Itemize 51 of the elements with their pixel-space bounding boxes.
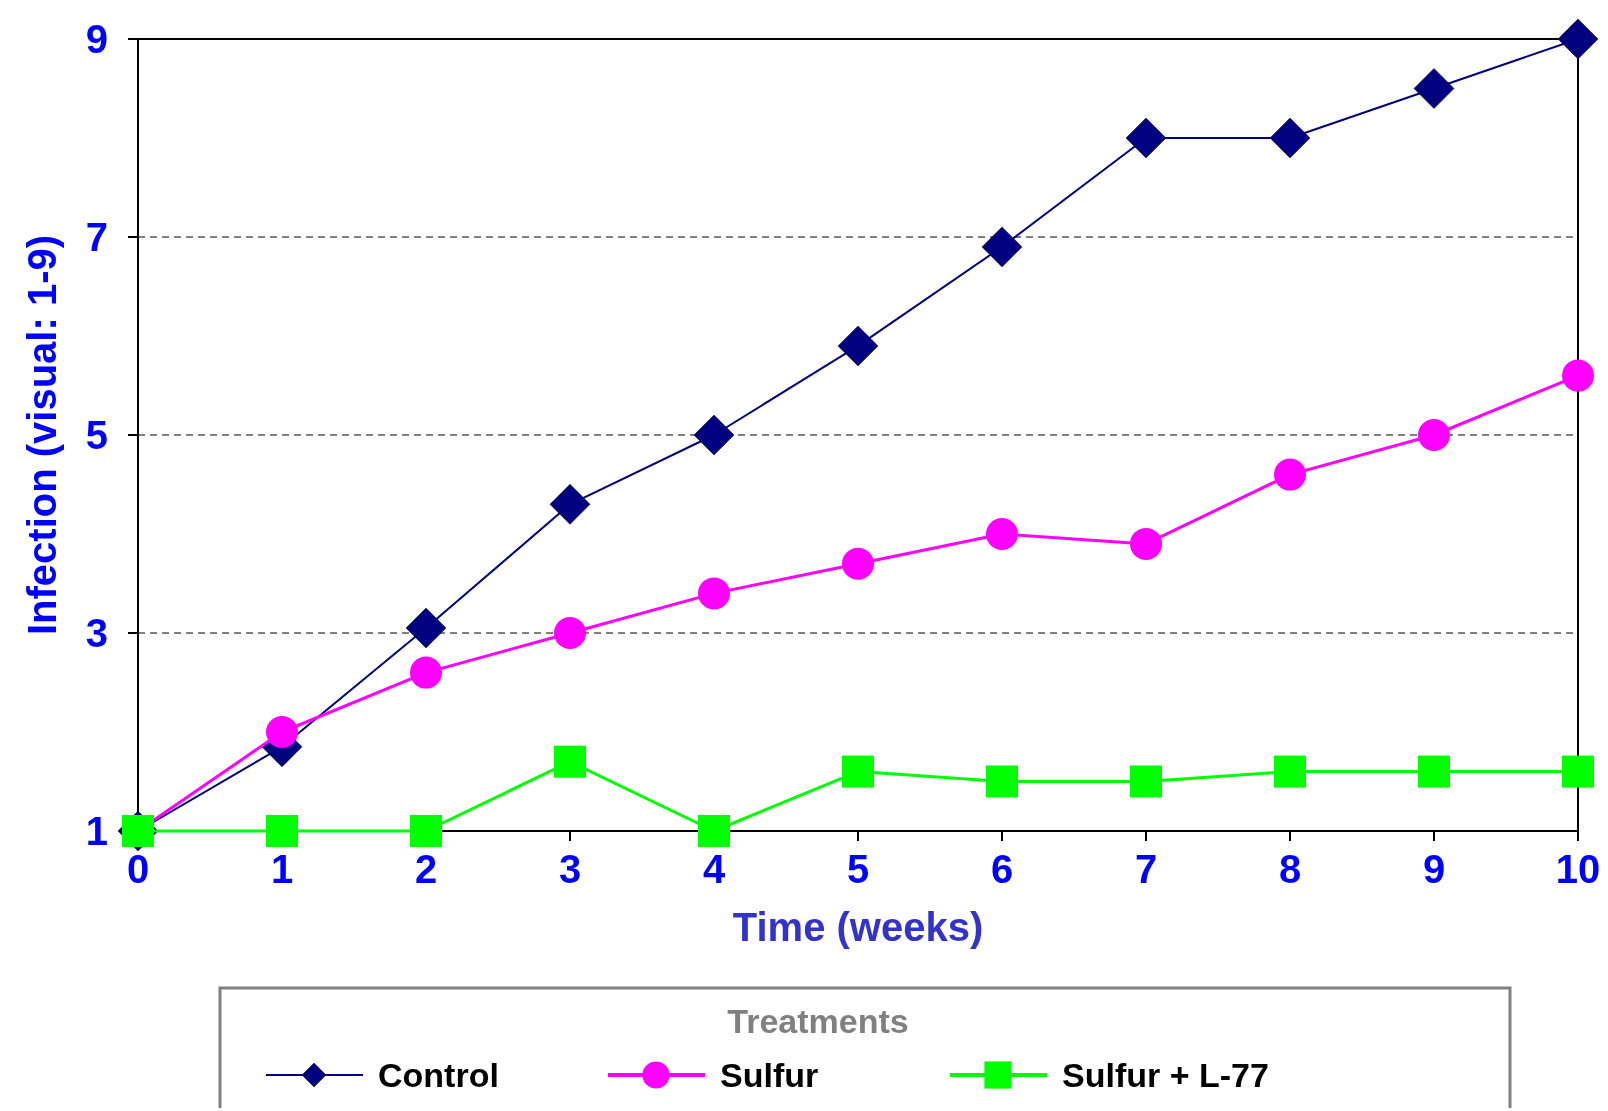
legend-title: Treatments	[727, 1002, 909, 1040]
y-tick-label: 3	[85, 611, 108, 655]
x-tick-label: 2	[414, 847, 438, 891]
point	[698, 577, 730, 610]
point	[1125, 117, 1167, 159]
point	[1418, 419, 1450, 451]
point	[698, 815, 730, 847]
x-tick-label: 1	[270, 847, 294, 891]
x-tick-label: 4	[702, 847, 726, 891]
point	[837, 325, 879, 367]
y-tick-label: 5	[85, 413, 108, 457]
x-axis-title: Time (weeks)	[732, 905, 984, 949]
x-tick-label: 3	[558, 847, 582, 891]
legend-label: Sulfur	[720, 1056, 819, 1094]
point	[1269, 117, 1311, 159]
point	[554, 745, 586, 778]
y-tick-label: 7	[85, 215, 108, 259]
point	[1413, 68, 1455, 109]
x-tick-label: 9	[1422, 847, 1446, 891]
point	[1274, 755, 1306, 788]
point	[1557, 18, 1599, 60]
point	[1562, 755, 1594, 788]
x-tick-label: 6	[990, 847, 1014, 891]
point	[410, 656, 442, 689]
point	[693, 414, 735, 456]
point	[1130, 765, 1162, 798]
point	[1562, 359, 1594, 392]
legend-label: Sulfur + L-77	[1062, 1056, 1269, 1094]
point	[549, 484, 591, 525]
point	[842, 755, 874, 788]
point	[981, 226, 1023, 268]
point	[1130, 527, 1162, 560]
point	[1418, 755, 1450, 788]
x-tick-label: 7	[1134, 847, 1158, 891]
y-axis-title: Infection (visual: 1-9)	[20, 234, 64, 636]
point	[405, 607, 447, 649]
x-tick-label: 10	[1555, 847, 1601, 891]
point	[410, 815, 442, 847]
point	[986, 765, 1018, 798]
x-tick-label: 8	[1278, 847, 1302, 891]
x-tick-label: 0	[126, 847, 150, 891]
legend-label: Control	[378, 1056, 499, 1094]
y-tick-label: 1	[85, 809, 108, 853]
point	[986, 518, 1018, 550]
x-tick-label: 5	[846, 847, 870, 891]
point	[266, 815, 298, 847]
point	[1274, 458, 1306, 491]
y-tick-label: 9	[85, 17, 108, 61]
point	[554, 617, 586, 649]
point	[842, 547, 874, 580]
point	[266, 716, 298, 748]
